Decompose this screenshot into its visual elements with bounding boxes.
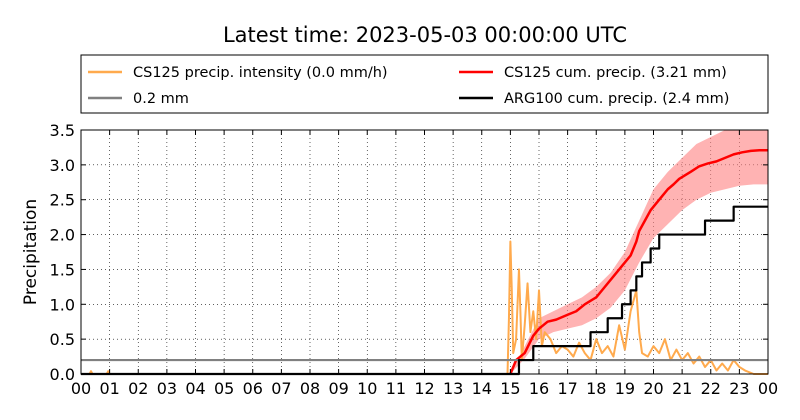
x-tick-label: 20 [643, 379, 663, 398]
x-tick-label: 22 [701, 379, 721, 398]
x-tick-label: 12 [414, 379, 434, 398]
x-tick-label: 05 [214, 379, 234, 398]
x-tick-label: 08 [300, 379, 320, 398]
legend-label: CS125 precip. intensity (0.0 mm/h) [133, 65, 388, 81]
x-tick-label: 03 [157, 379, 177, 398]
x-tick-label: 18 [586, 379, 606, 398]
legend-label: ARG100 cum. precip. (2.4 mm) [504, 91, 729, 107]
chart-title: Latest time: 2023-05-03 00:00:00 UTC [223, 23, 627, 47]
legend-label: 0.2 mm [133, 91, 189, 107]
y-tick-label: 1.5 [50, 260, 75, 279]
y-tick-label: 3.5 [50, 121, 75, 140]
y-axis-label: Precipitation [21, 199, 41, 305]
x-tick-label: 19 [615, 379, 635, 398]
legend: CS125 precip. intensity (0.0 mm/h) CS125 … [80, 54, 769, 114]
x-tick-label: 00 [758, 379, 778, 398]
y-tick-label: 2.0 [50, 226, 75, 245]
x-tick-label: 15 [500, 379, 520, 398]
x-tick-label: 01 [99, 379, 119, 398]
x-tick-label: 17 [557, 379, 577, 398]
x-tick-label: 13 [443, 379, 463, 398]
y-tick-label: 3.0 [50, 156, 75, 175]
x-tick-label: 07 [271, 379, 291, 398]
y-tick-label: 0.5 [50, 330, 75, 349]
plot-area: 00 01 02 03 04 05 06 07 08 09 10 11 12 13 14 15 16 17 18 19… [50, 121, 779, 398]
x-tick-label: 10 [357, 379, 377, 398]
cs125-cumulative-line [509, 148, 768, 375]
x-tick-label: 14 [472, 379, 492, 398]
x-tick-label: 00 [71, 379, 91, 398]
x-tick-label: 02 [128, 379, 148, 398]
y-tick-label: 1.0 [50, 295, 75, 314]
x-tick-label: 06 [243, 379, 263, 398]
y-tick-label: 2.5 [50, 191, 75, 210]
x-tick-label: 21 [672, 379, 692, 398]
legend-box [80, 54, 769, 114]
x-tick-label: 09 [328, 379, 348, 398]
x-tick-label: 23 [729, 379, 749, 398]
y-tick-label: 0.0 [50, 365, 75, 384]
legend-label: CS125 cum. precip. (3.21 mm) [504, 65, 727, 81]
arg100-cumulative-line [81, 205, 768, 376]
x-tick-label: 11 [386, 379, 406, 398]
x-tick-label: 16 [529, 379, 549, 398]
x-tick-label: 04 [185, 379, 205, 398]
